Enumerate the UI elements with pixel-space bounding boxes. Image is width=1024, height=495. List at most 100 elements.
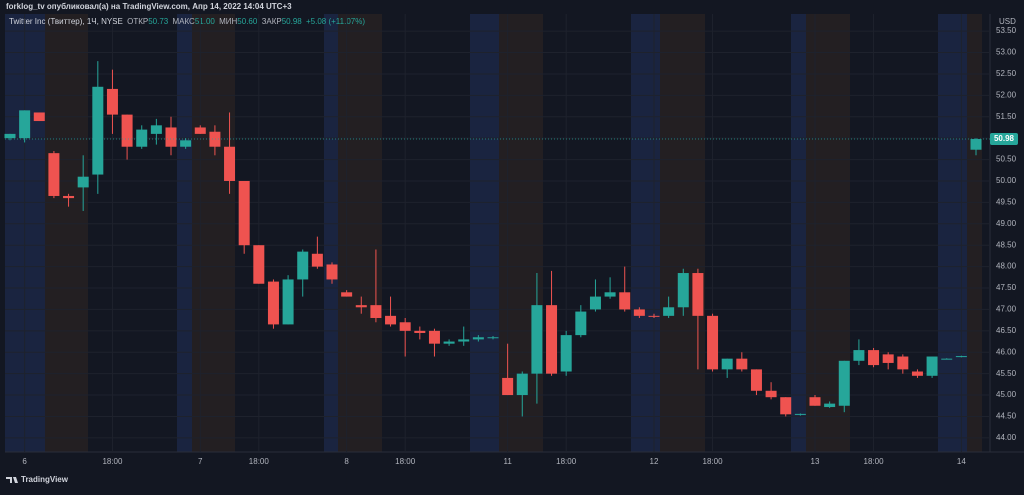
logo-icon xyxy=(6,477,18,483)
candle-body xyxy=(897,356,909,370)
candle-body xyxy=(267,281,279,325)
candle-body xyxy=(648,315,660,317)
candle-body xyxy=(121,114,133,147)
currency: USD xyxy=(999,17,1016,26)
candle-body xyxy=(472,337,484,340)
y-tick-label: 53.00 xyxy=(996,48,1017,57)
candle-body xyxy=(721,358,733,370)
candle-body xyxy=(882,354,894,363)
candle-body xyxy=(502,377,514,396)
candle-body xyxy=(868,350,880,366)
y-tick-label: 47.00 xyxy=(996,305,1017,314)
y-tick-label: 45.50 xyxy=(996,369,1017,378)
candle-body xyxy=(399,322,411,331)
legend-symbol: Twitter Inc (Твиттер), 1Ч, NYSE xyxy=(9,17,123,26)
legend-high: 51.00 xyxy=(195,17,216,26)
legend-open-label: ОТКР xyxy=(127,17,148,26)
premarket-band xyxy=(791,14,806,452)
candle-body xyxy=(224,146,236,181)
candle-body xyxy=(736,358,748,370)
candle-body xyxy=(750,369,762,391)
candle-body xyxy=(326,264,338,280)
candle-body xyxy=(92,86,104,175)
candle-body xyxy=(19,110,31,139)
premarket-band xyxy=(324,14,338,452)
afterhours-band xyxy=(967,14,982,452)
candle-body xyxy=(633,309,645,316)
candle-body xyxy=(663,307,675,316)
x-tick-label: 13 xyxy=(811,457,820,466)
candle-body xyxy=(853,350,865,361)
y-tick-label: 45.00 xyxy=(996,390,1017,399)
x-tick-label: 14 xyxy=(957,457,966,466)
candle-body xyxy=(48,153,60,196)
candle-body xyxy=(33,112,45,122)
candle-body xyxy=(970,139,982,150)
legend-low: 50.60 xyxy=(237,17,258,26)
candle-body xyxy=(589,296,601,310)
candle-body xyxy=(385,315,397,325)
candle-body xyxy=(253,245,265,284)
candle-body xyxy=(311,253,323,267)
y-tick-label: 46.50 xyxy=(996,326,1017,335)
candle-body xyxy=(297,251,309,280)
candle-body xyxy=(911,371,923,376)
header-title: forklog_tv опубликовал(а) на TradingView… xyxy=(6,2,292,11)
x-tick-label: 11 xyxy=(503,457,512,466)
afterhours-band xyxy=(660,14,705,452)
x-tick-label: 18:00 xyxy=(864,457,885,466)
candle-body xyxy=(692,273,704,316)
x-tick-label: 6 xyxy=(22,457,27,466)
candle-body xyxy=(150,125,162,134)
afterhours-band xyxy=(45,14,88,452)
candle-body xyxy=(414,330,426,333)
candle-body xyxy=(955,356,967,358)
afterhours-band xyxy=(192,14,235,452)
candle-body xyxy=(136,129,148,147)
x-tick-label: 18:00 xyxy=(395,457,416,466)
y-tick-label: 49.50 xyxy=(996,197,1017,206)
candle-body xyxy=(77,176,89,188)
candle-body xyxy=(838,360,850,406)
candle-body xyxy=(941,358,953,360)
candle-body xyxy=(926,356,938,376)
candle-body xyxy=(106,88,118,115)
y-tick-label: 53.50 xyxy=(996,26,1017,35)
last-price-label: 50.98 xyxy=(994,134,1015,143)
x-tick-label: 18:00 xyxy=(249,457,270,466)
legend-close-label: ЗАКР xyxy=(262,17,282,26)
y-tick-label: 48.00 xyxy=(996,262,1017,271)
y-tick-label: 50.00 xyxy=(996,176,1017,185)
legend-low-label: МИН xyxy=(219,17,237,26)
candle-body xyxy=(443,341,455,344)
premarket-band xyxy=(938,14,967,452)
candle-body xyxy=(604,292,616,297)
candle-body xyxy=(765,390,777,398)
candle-body xyxy=(546,305,558,374)
candle-body xyxy=(355,305,367,308)
x-tick-label: 12 xyxy=(650,457,659,466)
candle-body xyxy=(194,127,206,134)
y-tick-label: 44.50 xyxy=(996,412,1017,421)
candle-body xyxy=(370,305,382,318)
y-tick-label: 47.50 xyxy=(996,283,1017,292)
candle-body xyxy=(794,413,806,415)
candle-body xyxy=(165,127,177,147)
footer-brand: TradingView xyxy=(21,475,69,484)
y-tick-label: 52.00 xyxy=(996,90,1017,99)
candle-body xyxy=(560,335,572,372)
candle-body xyxy=(531,305,543,374)
y-tick-label: 52.50 xyxy=(996,69,1017,78)
candle-body xyxy=(619,292,631,310)
session-bands xyxy=(5,14,982,452)
legend-high-label: МАКС xyxy=(172,17,195,26)
legend-open: 50.73 xyxy=(148,17,169,26)
candle-body xyxy=(63,195,75,199)
x-tick-label: 18:00 xyxy=(703,457,724,466)
x-tick-label: 8 xyxy=(344,457,349,466)
candle-body xyxy=(282,279,294,325)
legend: Twitter Inc (Твиттер), 1Ч, NYSE ОТКР50.7… xyxy=(9,17,365,26)
footer-logo: TradingView xyxy=(6,475,69,484)
